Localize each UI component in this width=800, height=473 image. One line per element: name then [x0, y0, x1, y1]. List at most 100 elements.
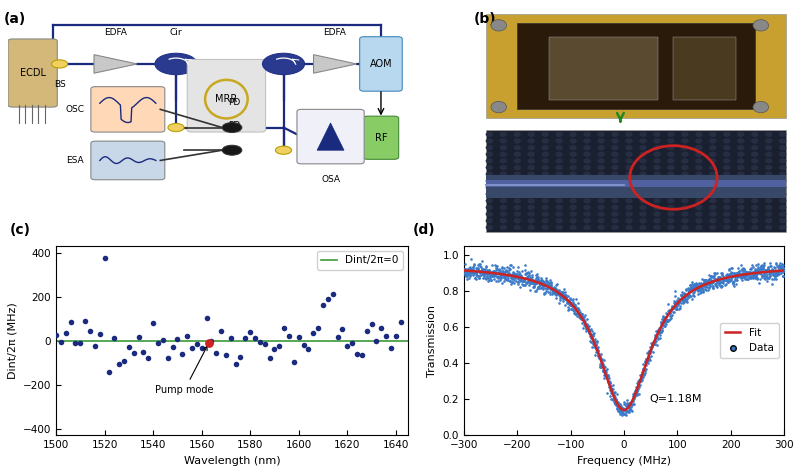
Data — [532, 275, 545, 283]
Data — [502, 274, 514, 282]
Circle shape — [527, 145, 535, 150]
Data — [682, 292, 694, 300]
Circle shape — [695, 185, 702, 190]
Circle shape — [709, 151, 717, 157]
Data — [719, 281, 732, 289]
Data — [756, 262, 769, 269]
Data — [502, 272, 515, 279]
Data — [590, 342, 602, 349]
Circle shape — [555, 138, 563, 144]
Point — [83, 327, 96, 335]
Circle shape — [583, 131, 591, 137]
Data — [527, 280, 540, 288]
Data — [652, 329, 665, 336]
Data — [510, 271, 522, 279]
Legend: Fit, Data: Fit, Data — [719, 323, 778, 359]
Data — [642, 356, 654, 364]
Data — [621, 403, 634, 410]
Circle shape — [654, 225, 661, 230]
Data — [628, 387, 641, 394]
Data — [562, 307, 574, 314]
Data — [770, 263, 783, 270]
Point — [380, 333, 393, 340]
Circle shape — [626, 185, 633, 190]
Data — [719, 280, 732, 288]
Point — [166, 343, 179, 351]
Circle shape — [753, 20, 769, 31]
Data — [549, 290, 562, 298]
Data — [521, 277, 534, 285]
Text: PD: PD — [228, 98, 240, 107]
Data — [595, 357, 608, 365]
Data — [573, 310, 586, 318]
Data — [587, 331, 600, 339]
Data — [491, 270, 504, 277]
Data — [764, 259, 777, 267]
Circle shape — [779, 151, 786, 157]
Circle shape — [514, 185, 521, 190]
Data — [738, 271, 750, 278]
Data — [493, 269, 506, 277]
Data — [646, 342, 658, 349]
Data — [557, 297, 570, 305]
Data — [622, 407, 634, 414]
Data — [747, 271, 760, 278]
Circle shape — [499, 225, 507, 230]
Data — [539, 276, 552, 284]
Circle shape — [667, 185, 674, 190]
Data — [658, 315, 670, 323]
Circle shape — [681, 165, 689, 170]
Data — [702, 284, 715, 291]
Point — [98, 254, 111, 262]
Circle shape — [639, 205, 646, 210]
Data — [716, 283, 729, 290]
Data — [458, 265, 471, 272]
Data — [519, 278, 532, 285]
Text: Pump mode: Pump mode — [155, 346, 214, 394]
Circle shape — [555, 192, 563, 197]
Circle shape — [626, 205, 633, 210]
Data — [614, 403, 627, 411]
Data — [775, 264, 788, 272]
Data — [470, 268, 483, 275]
Data — [703, 275, 716, 283]
Point — [50, 331, 62, 338]
Data — [754, 275, 766, 283]
Data — [595, 350, 608, 357]
Data — [674, 296, 686, 304]
Data — [741, 272, 754, 280]
Data — [637, 366, 650, 373]
Data — [677, 294, 690, 301]
Data — [486, 272, 498, 279]
Data — [616, 404, 629, 412]
Data — [670, 306, 683, 313]
Circle shape — [527, 225, 535, 230]
Point — [317, 302, 330, 309]
Data — [714, 276, 726, 284]
Data — [570, 304, 583, 311]
Data — [658, 318, 671, 326]
Circle shape — [751, 158, 758, 164]
Data — [669, 298, 682, 306]
Circle shape — [527, 218, 535, 224]
Circle shape — [654, 145, 661, 150]
Data — [536, 281, 549, 289]
Circle shape — [514, 151, 521, 157]
Data — [526, 273, 538, 281]
Data — [776, 262, 789, 269]
Data — [546, 287, 559, 294]
Data — [480, 263, 493, 271]
Data — [737, 273, 750, 280]
Circle shape — [723, 165, 730, 170]
Data — [590, 345, 602, 353]
Data — [612, 405, 625, 413]
Data — [590, 341, 602, 348]
Data — [592, 344, 605, 351]
Data — [683, 286, 696, 293]
Circle shape — [527, 211, 535, 217]
Data — [557, 295, 570, 303]
Circle shape — [611, 165, 618, 170]
Data — [620, 406, 633, 414]
Data — [580, 321, 593, 329]
Data — [668, 298, 681, 305]
